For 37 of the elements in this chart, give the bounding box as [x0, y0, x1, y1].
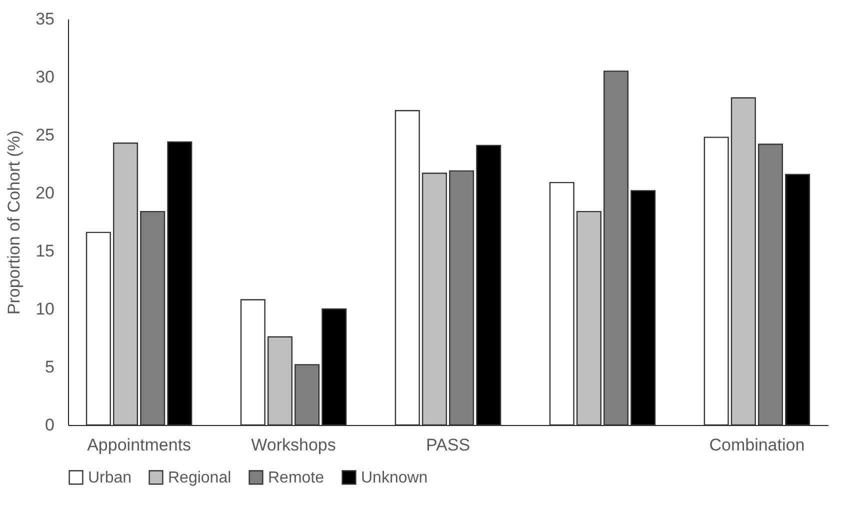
bar [240, 299, 266, 426]
y-tick-label: 15 [36, 242, 54, 260]
bar [86, 232, 111, 426]
bar [394, 110, 420, 426]
bar [113, 142, 138, 426]
y-tick-label: 20 [36, 184, 54, 202]
bar [449, 170, 474, 426]
bar [730, 97, 756, 426]
y-tick-label: 30 [36, 68, 54, 86]
legend-label: Unknown [361, 469, 428, 486]
bar [549, 182, 574, 426]
bar [704, 136, 729, 426]
y-tick-label: 5 [45, 358, 54, 376]
bar [785, 174, 810, 426]
bar [758, 144, 783, 426]
bar [422, 172, 447, 426]
bar [294, 364, 320, 426]
bar [322, 308, 347, 426]
x-tick-label: PASS [426, 436, 470, 454]
y-tick-label: 25 [36, 126, 54, 144]
x-tick-label: Workshops [251, 436, 336, 454]
bar [267, 336, 293, 426]
bar [630, 190, 656, 426]
y-axis-title: Proportion of Cohort (%) [4, 130, 24, 315]
bar [603, 70, 629, 426]
x-tick-label: Appointments [87, 436, 192, 454]
y-tick-label: 35 [36, 10, 54, 28]
legend-label: Remote [268, 469, 324, 486]
bar [167, 141, 192, 426]
y-tick-label: 10 [36, 300, 54, 318]
bar [576, 210, 602, 426]
x-tick-label: Combination [709, 436, 805, 454]
y-tick-label: 0 [45, 416, 54, 434]
legend-label: Urban [88, 469, 132, 486]
bar [476, 144, 502, 426]
legend-label: Regional [168, 469, 232, 486]
bar [140, 210, 166, 426]
